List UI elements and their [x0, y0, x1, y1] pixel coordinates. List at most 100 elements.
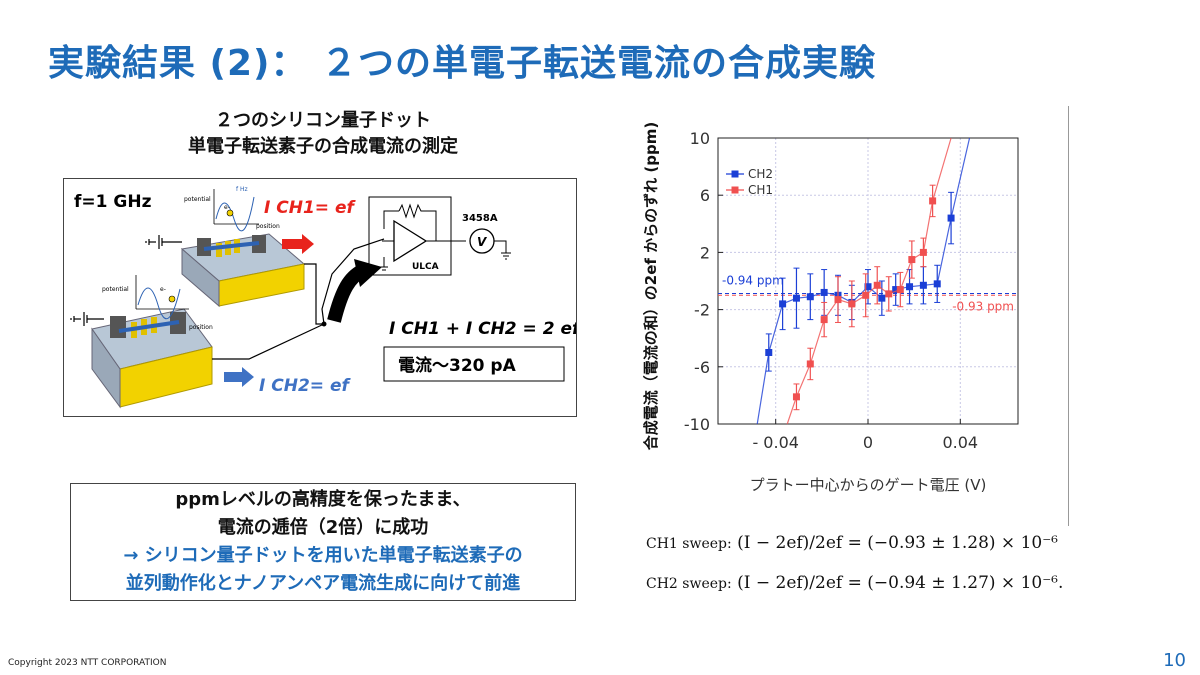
data-point-ch1	[873, 281, 881, 289]
equation-ch1: CH1 sweep: (I − 2ef)/2ef = (−0.93 ± 1.28…	[646, 533, 1058, 553]
data-point-ch1	[896, 286, 904, 294]
reference-label-ch1: -0.93 ppm	[952, 299, 1014, 313]
svg-text:potential: potential	[102, 286, 129, 293]
wire-ch1	[304, 263, 324, 325]
meter-symbol: V	[477, 235, 488, 249]
x-tick-label: 0	[863, 433, 873, 452]
diagram-title-line1: ２つのシリコン量子ドット	[215, 110, 431, 131]
data-point-ch1	[792, 393, 800, 401]
svg-text:position: position	[256, 223, 280, 230]
equation-ch2-label: CH2 sweep:	[646, 576, 732, 592]
svg-text:e-: e-	[160, 286, 166, 293]
device-schematic: f=1 GHz potential	[70, 186, 582, 409]
slide-title: 実験結果 (2)： ２つの単電子転送電流の合成実験	[48, 43, 877, 84]
data-point-ch2	[806, 293, 814, 301]
series-line-ch1	[786, 137, 952, 425]
potential-inset-ch1: potential f Hz e- position	[184, 186, 280, 232]
current-arrow-ch1	[282, 234, 314, 254]
current-label: 電流〜320 pA	[398, 355, 517, 376]
data-point-ch1	[929, 197, 937, 205]
data-point-ch2	[792, 294, 800, 302]
summary-line1: ppmレベルの高精度を保ったまま、	[175, 489, 471, 510]
y-tick-label: -10	[684, 415, 710, 434]
summary-line2: 電流の逓倍（2倍）に成功	[217, 517, 429, 538]
meter-model: 3458A	[462, 213, 498, 224]
ich1-label: I CH1= ef	[264, 198, 356, 218]
y-axis-label: 合成電流（電流の和）の2ef からのずれ (ppm)	[642, 122, 660, 451]
data-point-ch2	[892, 286, 900, 294]
diagram-title-line2: 単電子転送素子の合成電流の測定	[188, 136, 458, 157]
equation-ch2-formula: (I − 2ef)/2ef = (−0.94 ± 1.27) × 10⁻⁶.	[737, 573, 1064, 593]
x-tick-label: 0.04	[942, 433, 978, 452]
data-point-ch2	[933, 280, 941, 288]
legend-label-ch1: CH1	[748, 183, 773, 197]
flow-arrow-body	[327, 264, 366, 323]
wire-ch2	[212, 323, 325, 360]
current-arrow-ch2	[224, 367, 254, 387]
ich2-label: I CH2= ef	[259, 376, 351, 396]
ulca-label: ULCA	[412, 262, 439, 272]
data-point-ch2	[820, 288, 828, 296]
equation-ch2: CH2 sweep: (I − 2ef)/2ef = (−0.94 ± 1.27…	[646, 573, 1063, 593]
equation-ch1-label: CH1 sweep:	[646, 536, 732, 552]
series-line-ch2	[756, 137, 971, 425]
diagram-title: ２つのシリコン量子ドット 単電子転送素子の合成電流の測定	[70, 108, 576, 160]
ground-symbol-ch2	[70, 312, 104, 326]
x-axis-label: プラトー中心からのゲート電圧 (V)	[750, 476, 987, 494]
data-point-ch2	[947, 214, 955, 222]
chip-ch1-gate	[216, 243, 222, 257]
data-point-ch2	[919, 281, 927, 289]
ulca-amplifier: ULCA	[368, 196, 466, 276]
svg-text:e-: e-	[224, 204, 230, 211]
chip-ch2-gate-left	[110, 316, 126, 338]
page-number: 10	[1163, 650, 1186, 671]
data-point-ch2	[906, 283, 914, 291]
flow-arrow-head	[354, 259, 382, 287]
data-point-ch1	[919, 248, 927, 256]
data-point-ch1	[806, 360, 814, 368]
data-point-ch2	[864, 283, 872, 291]
chip-ch2-channel	[118, 320, 180, 333]
chip-ch1	[180, 233, 306, 308]
data-point-ch1	[885, 290, 893, 298]
y-tick-label: -2	[694, 301, 710, 320]
equation-ch1-formula: (I − 2ef)/2ef = (−0.93 ± 1.28) × 10⁻⁶	[737, 533, 1058, 553]
summary-line4: 並列動作化とナノアンペア電流生成に向けて前進	[125, 573, 521, 594]
legend-marker	[731, 170, 739, 178]
y-tick-label: -6	[694, 358, 710, 377]
data-point-ch2	[878, 294, 886, 302]
legend-label-ch2: CH2	[748, 167, 773, 181]
data-point-ch2	[779, 300, 787, 308]
summary-line3: → シリコン量子ドットを用いた単電子転送素子の	[123, 545, 523, 566]
frequency-label: f=1 GHz	[74, 192, 152, 212]
wire-to-ulca	[321, 238, 385, 325]
device-diagram: f=1 GHz potential	[63, 178, 582, 417]
ground-symbol-ch1	[145, 235, 182, 249]
reference-label-ch2: -0.94 ppm	[722, 273, 784, 287]
svg-text:f Hz: f Hz	[236, 186, 248, 193]
svg-text:position: position	[189, 324, 213, 331]
y-tick-label: 6	[700, 186, 710, 205]
data-point-ch1	[820, 316, 828, 324]
junction-dot	[321, 321, 327, 327]
y-tick-label: 10	[690, 129, 710, 148]
sum-label: I CH1 + I CH2 = 2 ef	[389, 319, 576, 339]
data-point-ch1	[834, 296, 842, 304]
voltmeter: 3458A V	[462, 213, 511, 260]
potential-inset-ch2: potential e- position	[102, 275, 213, 331]
legend-marker	[731, 186, 739, 194]
data-point-ch1	[848, 300, 856, 308]
data-point-ch2	[765, 349, 773, 356]
svg-text:potential: potential	[184, 196, 211, 203]
chip-ch2	[91, 308, 213, 409]
copyright: Copyright 2023 NTT CORPORATION	[8, 658, 167, 668]
summary-box: ppmレベルの高精度を保ったまま、 電流の逓倍（2倍）に成功 → シリコン量子ド…	[70, 483, 576, 601]
current-box	[383, 346, 565, 382]
data-point-ch1	[862, 291, 870, 299]
x-tick-label: - 0.04	[752, 433, 798, 452]
y-tick-label: 2	[700, 243, 710, 262]
ppm-deviation-chart: 10 6 2 -2 -6 -10 - 0.04 0 0.04 プラトー中心からのゲート電圧 (V)…	[642, 122, 1019, 494]
chip-ch1-channel	[203, 241, 260, 251]
column-divider	[1068, 106, 1069, 526]
data-point-ch1	[908, 256, 916, 264]
